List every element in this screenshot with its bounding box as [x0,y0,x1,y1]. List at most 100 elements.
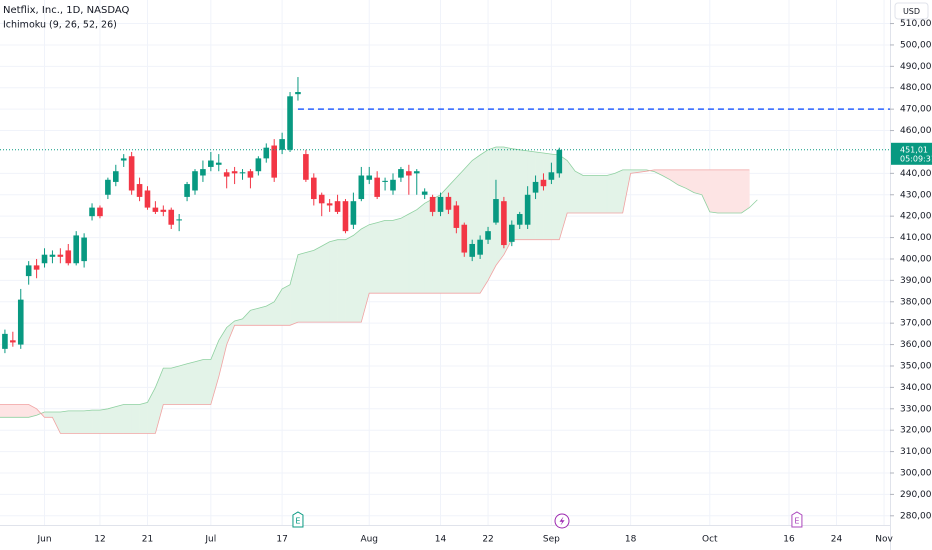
candle-body [524,194,531,225]
cloud-segment [297,252,307,323]
x-tick-label: Nov [875,535,893,545]
cloud-segment [194,359,204,405]
cloud-segment [115,404,124,434]
cloud-segment [131,404,140,434]
cloud-segment [281,284,291,326]
candle-body [192,171,198,191]
x-tick-label: Jul [204,535,216,545]
x-tick-label: 14 [435,535,447,545]
cloud-segment [337,239,346,323]
y-tick-label: 420,00 [900,212,932,222]
news-bolt [559,516,565,526]
cloud-segment [345,235,354,323]
x-tick-label: 17 [276,535,287,545]
candle-body [540,179,547,187]
candle-body [10,340,16,343]
y-tick-label: 370,00 [900,319,932,329]
x-tick-label: 21 [142,535,153,545]
candle-body [469,243,475,257]
candle-body [33,265,40,270]
chart-title: Netflix, Inc., 1D, NASDAQ [3,5,130,16]
candle-body [73,235,79,264]
candle-body [413,171,420,174]
candle-body [318,194,325,204]
senkou-span-b [0,169,750,434]
event-label: E [794,517,799,526]
candle-body [326,203,333,206]
cloud-segment [535,151,544,240]
candle-body [128,156,135,191]
candle-body [120,158,127,161]
candle-body [152,207,159,212]
currency-label[interactable]: USD [903,7,920,16]
candle-body [295,92,301,95]
x-tick-label: Jun [36,535,51,545]
candle-body [65,250,72,264]
cloud-segment [448,177,457,294]
event-badge[interactable] [292,511,304,528]
candle-body [223,172,230,177]
y-tick-label: 440,00 [900,169,932,179]
cloud-segment [590,175,600,214]
y-tick-label: 460,00 [900,126,932,136]
candle-body [437,196,444,212]
last-price-box [891,142,932,165]
cloud-segment [574,170,584,214]
cloud-segment [471,154,481,294]
candle-body [461,224,468,253]
cloud-segment [424,198,433,294]
candle-body [374,177,380,197]
cloud-segment [614,169,623,214]
x-tick-label: Sep [543,535,560,545]
cloud-segment [202,359,212,405]
candle-body [144,190,151,208]
candles [2,77,563,354]
cloud-segment [479,149,489,295]
candle-body [215,162,222,165]
y-tick-label: 360,00 [900,340,932,350]
candle-body [334,201,341,212]
candle-body [358,175,365,200]
cloud-segment [107,406,117,434]
event-badge[interactable] [791,511,803,528]
y-tick-label: 320,00 [900,426,932,436]
candle-body [493,199,499,223]
cloud-segment [598,175,608,214]
candle-body [556,149,563,174]
cloud-segment [44,411,53,418]
candle-body [406,171,412,176]
x-tick-label: 22 [482,535,493,545]
candle-body [200,169,206,176]
x-tick-label: 12 [94,535,105,545]
cloud-segment [83,409,93,434]
candle-body [97,207,103,217]
candle-body [25,265,32,277]
y-tick-label: 350,00 [900,361,932,371]
cloud-segment [717,169,726,214]
event-label: E [295,517,300,526]
candle-body [485,231,491,240]
candle-body [429,196,436,212]
cloud-segment [353,228,362,323]
cloud-segment [123,404,132,434]
candle-body [342,201,349,232]
x-tick-label: Aug [360,535,378,545]
candle-body [231,171,238,174]
news-icon[interactable] [554,513,570,529]
candle-body [41,254,48,264]
y-tick-label: 510,00 [900,19,932,29]
cloud-segment [305,250,315,323]
y-tick-label: 480,00 [900,83,932,93]
y-tick-label: 470,00 [900,105,932,115]
candle-body [548,172,555,180]
cloud-segment [582,175,592,214]
candle-body [113,171,119,182]
currency-button[interactable] [894,2,929,20]
cloud-segment [12,404,22,418]
candle-body [57,254,64,257]
cloud-segment [91,409,101,434]
candle-body [176,219,182,221]
cloud-segment [400,213,410,294]
cloud-segment [725,169,734,214]
